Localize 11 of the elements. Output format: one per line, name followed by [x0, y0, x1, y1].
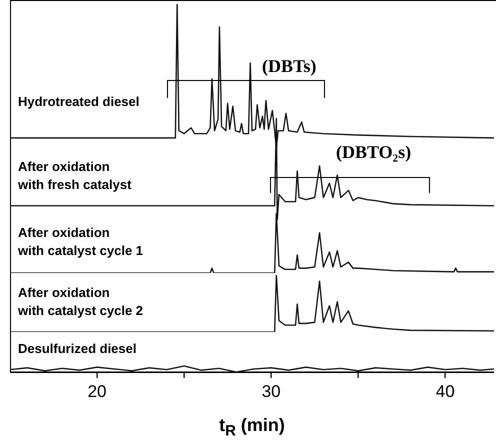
text: After oxidation with fresh catalyst: [18, 158, 132, 194]
chart-title: Desulfurized diesel: [18, 340, 136, 358]
text: After oxidation with catalyst cycle 2: [18, 284, 144, 320]
x-axis-title: t$_{R}$ (min): [218, 415, 286, 440]
annotation: (DBTO₂s): [336, 142, 412, 163]
x-tick-label: 30: [262, 382, 281, 401]
x-tick-label: 40: [436, 382, 455, 401]
text: After oxidation with catalyst cycle 1: [18, 224, 144, 260]
text: Hydrotreated diesel: [18, 93, 140, 111]
x-tick-label: 20: [88, 382, 107, 401]
annotation: (DBTs): [262, 56, 316, 77]
